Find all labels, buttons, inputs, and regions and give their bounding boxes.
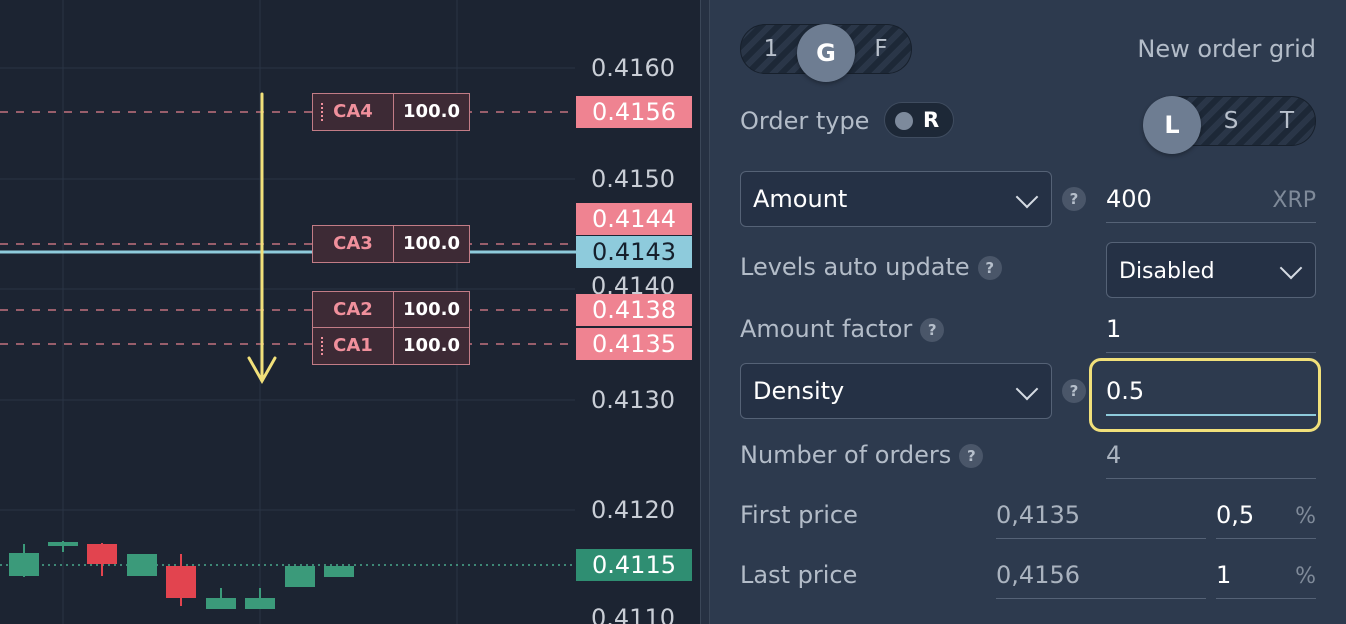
order-box-ca4[interactable]: CA4 100.0 [312, 93, 470, 131]
candle [245, 588, 275, 609]
first-price-value: 0,4135 [996, 501, 1080, 529]
order-qty: 100.0 [403, 299, 460, 320]
density-input[interactable]: 0.5 [1106, 376, 1316, 416]
order-type-label: Order type [740, 107, 870, 135]
help-icon[interactable]: ? [977, 256, 1002, 280]
first-price-input[interactable]: 0,4135 [996, 500, 1206, 539]
order-box-ca1[interactable]: CA1 100.0 [312, 327, 470, 365]
mode-option-f[interactable]: F [874, 36, 888, 62]
chevron-down-icon [1015, 185, 1039, 209]
side-option-t[interactable]: T [1279, 108, 1295, 134]
last-price-percent-unit: % [1295, 564, 1316, 589]
order-grid-panel: 1 G F New order grid Order type R L S T … [710, 0, 1346, 624]
last-price-value: 0,4156 [996, 561, 1080, 589]
amount-type-select[interactable]: Amount [740, 171, 1052, 227]
mode-option-g[interactable]: G [797, 24, 855, 82]
amount-factor-label: Amount factor? [740, 314, 945, 344]
amount-factor-input[interactable]: 1 [1106, 314, 1316, 353]
help-icon[interactable]: ? [959, 444, 984, 468]
order-qty: 100.0 [403, 101, 460, 122]
chevron-down-icon [1015, 377, 1039, 401]
price-tick: 0.4160 [591, 54, 675, 82]
price-tick: 0.4130 [591, 386, 675, 414]
mode-switch[interactable]: 1 G F [740, 24, 912, 82]
price-tick: 0.4110 [591, 604, 675, 624]
order-type-toggle-label: R [923, 108, 940, 132]
order-box-ca2[interactable]: CA2 100.0 [312, 291, 470, 329]
drag-arrow [247, 92, 277, 385]
help-icon[interactable]: ? [1062, 379, 1086, 403]
chevron-down-icon [1279, 256, 1303, 280]
order-label: CA1 [313, 328, 394, 364]
grid-mode-value: Density [753, 377, 845, 405]
first-price-percent-unit: % [1295, 504, 1316, 529]
order-box-ca3[interactable]: CA3 100.0 [312, 225, 470, 263]
first-price-label: First price [740, 501, 858, 529]
chart-canvas [0, 0, 576, 624]
price-tag-ca4: 0.4156 [576, 96, 692, 128]
price-tick: 0.4120 [591, 496, 675, 524]
amount-type-value: Amount [753, 185, 848, 213]
panel-splitter[interactable] [700, 0, 710, 624]
price-tick: 0.4150 [591, 165, 675, 193]
amount-factor-value: 1 [1106, 315, 1122, 343]
price-chart[interactable]: 0.4160 0.4150 0.4140 0.4130 0.4120 0.411… [0, 0, 700, 624]
candle [324, 566, 354, 577]
help-icon[interactable]: ? [920, 318, 945, 342]
last-price-percent-input[interactable]: 1 [1216, 560, 1316, 599]
order-label: CA2 [313, 292, 394, 328]
chart-grid [0, 0, 575, 624]
candle [206, 588, 236, 609]
candle [127, 554, 157, 576]
drag-handle-icon[interactable] [321, 103, 323, 121]
side-switch[interactable]: L S T [1143, 96, 1316, 154]
drag-handle-icon[interactable] [321, 337, 323, 355]
candles [9, 541, 354, 609]
help-icon[interactable]: ? [1062, 187, 1086, 211]
amount-value: 400 [1106, 185, 1152, 213]
number-of-orders-input: 4 [1106, 440, 1316, 479]
grid-mode-select[interactable]: Density [740, 363, 1052, 419]
order-type-toggle[interactable]: R [884, 102, 954, 138]
number-of-orders-label: Number of orders? [740, 440, 984, 470]
order-label: CA4 [313, 94, 394, 130]
levels-auto-update-label: Levels auto update? [740, 252, 1002, 282]
levels-auto-update-value: Disabled [1119, 259, 1215, 284]
price-tag-last: 0.4115 [576, 549, 692, 581]
density-highlight [1089, 358, 1321, 432]
first-price-percent-input[interactable]: 0,5 [1216, 500, 1316, 539]
levels-auto-update-select[interactable]: Disabled [1106, 242, 1316, 298]
side-option-l[interactable]: L [1143, 96, 1201, 154]
last-price-percent-value: 1 [1216, 561, 1232, 589]
price-tag-sell: 0.4144 [576, 203, 692, 235]
candle [285, 566, 315, 587]
candle [166, 554, 196, 606]
side-option-s[interactable]: S [1223, 108, 1239, 134]
candle [87, 543, 117, 576]
mode-option-1[interactable]: 1 [763, 36, 779, 62]
last-price-label: Last price [740, 561, 858, 589]
first-price-percent-value: 0,5 [1216, 501, 1255, 529]
amount-input[interactable]: 400 [1106, 184, 1316, 223]
candle [48, 541, 78, 552]
price-tag-ca1: 0.4135 [576, 328, 692, 360]
density-value: 0.5 [1106, 377, 1145, 405]
order-lines [0, 111, 576, 345]
order-label: CA3 [313, 226, 394, 262]
order-qty: 100.0 [403, 335, 460, 356]
amount-unit: XRP [1272, 188, 1316, 213]
last-price-input[interactable]: 0,4156 [996, 560, 1206, 599]
panel-title: New order grid [1137, 35, 1316, 63]
price-tag-current: 0.4143 [576, 236, 692, 268]
number-of-orders-value: 4 [1106, 441, 1122, 469]
order-qty: 100.0 [403, 233, 460, 254]
candle [9, 544, 39, 577]
toggle-knob-icon [895, 112, 913, 130]
price-tag-ca2: 0.4138 [576, 294, 692, 326]
